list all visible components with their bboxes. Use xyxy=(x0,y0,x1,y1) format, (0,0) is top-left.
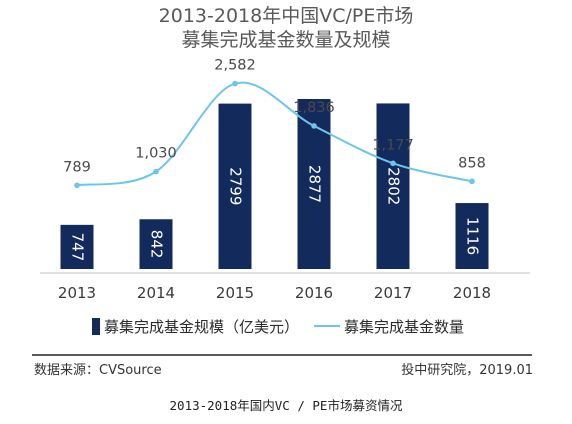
line-value-label-2014: 1,030 xyxy=(135,146,177,162)
line-series-path xyxy=(76,81,473,187)
x-tick-label-2018: 2018 xyxy=(453,284,491,302)
line-point-2015 xyxy=(232,80,238,87)
bar-value-label-2017: 2802 xyxy=(385,167,403,205)
x-tick-label-2013: 2013 xyxy=(58,284,96,302)
line-value-label-2016: 1,836 xyxy=(293,100,335,116)
x-tick-label-2016: 2016 xyxy=(295,284,333,302)
line-value-label-2018: 858 xyxy=(458,155,486,171)
credit-note: 投中研究院，2019.01 xyxy=(401,362,533,378)
bar-2013 xyxy=(60,224,94,269)
bar-value-label-2015: 2799 xyxy=(227,167,245,205)
bar-value-label-2016: 2877 xyxy=(306,165,324,203)
line-value-label-2017: 1,177 xyxy=(372,137,414,153)
bar-value-label-2013: 747 xyxy=(69,233,87,262)
legend-bar-label: 募集完成基金规模（亿美元） xyxy=(104,318,299,336)
x-tick-label-2015: 2015 xyxy=(216,284,254,302)
bar-2014 xyxy=(139,219,173,269)
bar-value-label-2014: 842 xyxy=(148,230,166,259)
x-tick-label-2017: 2017 xyxy=(374,284,412,302)
x-tick-label-2014: 2014 xyxy=(137,284,175,302)
bar-2015 xyxy=(218,103,252,269)
line-point-2018 xyxy=(469,178,475,185)
line-point-2013 xyxy=(74,182,80,189)
legend: 募集完成基金规模（亿美元） 募集完成基金数量 xyxy=(92,318,464,336)
bar-2017 xyxy=(376,103,410,269)
legend-bar-swatch xyxy=(92,318,100,335)
chart-title-line-2: 募集完成基金数量及规模 xyxy=(181,29,390,51)
chart-title-line-1: 2013-2018年中国VC/PE市场 xyxy=(159,5,414,27)
x-axis-ticks: 2013 2014 2015 2016 2017 2018 xyxy=(58,284,491,302)
bar-series: 747 842 2799 2877 2802 1116 xyxy=(60,99,489,269)
line-value-label-2013: 789 xyxy=(63,159,91,175)
line-series: 789 1,030 2,582 1,836 1,177 858 xyxy=(63,58,486,189)
legend-line-label: 募集完成基金数量 xyxy=(344,318,464,336)
line-value-label-2015: 2,582 xyxy=(214,58,256,74)
line-point-2017 xyxy=(390,160,396,167)
bar-value-label-2018: 1116 xyxy=(464,217,482,255)
bar-2018 xyxy=(455,203,489,269)
figure-caption: 2013-2018年国内VC / PE市场募资情况 xyxy=(170,398,403,413)
line-point-2014 xyxy=(153,168,159,175)
source-note: 数据来源：CVSource xyxy=(34,363,162,378)
line-point-2016 xyxy=(311,123,317,129)
